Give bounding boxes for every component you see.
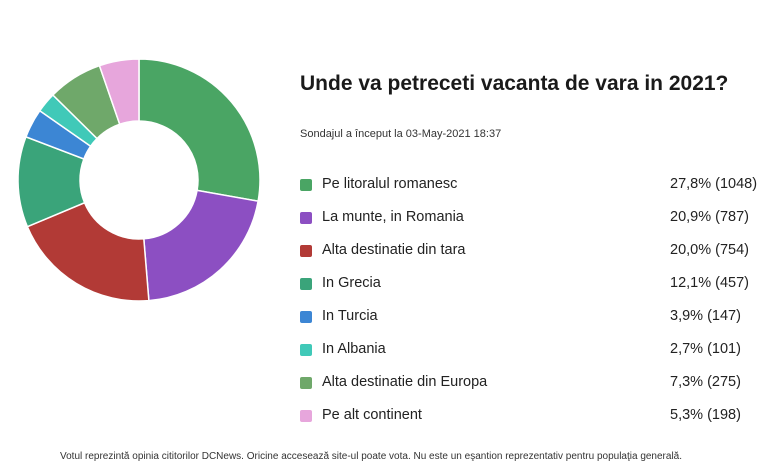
legend-swatch (300, 212, 312, 224)
legend-swatch (300, 377, 312, 389)
legend-item: In Albania 2,7% (101) (300, 337, 741, 370)
donut-slice (138, 58, 261, 203)
legend-swatch (300, 278, 312, 290)
legend-label: La munte, in Romania (322, 209, 464, 225)
legend: Pe litoralul romanesc 27,8% (1048) La munt… (300, 172, 757, 436)
legend-value: 2,7% (101) (670, 341, 741, 357)
donut-slice (98, 58, 140, 126)
legend-item: In Turcia 3,9% (147) (300, 304, 741, 337)
legend-value: 5,3% (198) (670, 407, 741, 423)
legend-item: Pe litoralul romanesc 27,8% (1048) (300, 172, 757, 205)
donut-slice (143, 189, 260, 302)
legend-item: In Grecia 12,1% (457) (300, 271, 749, 304)
legend-value: 20,9% (787) (670, 209, 749, 225)
chart-subtitle: Sondajul a început la 03-May-2021 18:37 (300, 128, 502, 140)
legend-value: 27,8% (1048) (670, 176, 758, 192)
legend-swatch (300, 344, 312, 356)
legend-label: In Turcia (322, 308, 378, 324)
legend-swatch (300, 179, 312, 191)
legend-label: Alta destinatie din tara (322, 242, 466, 258)
donut-slice (26, 201, 150, 302)
legend-label: In Grecia (322, 275, 381, 291)
legend-label: Alta destinatie din Europa (322, 374, 488, 390)
legend-item: Alta destinatie din Europa 7,3% (275) (300, 370, 741, 403)
legend-value: 20,0% (754) (670, 242, 749, 258)
legend-item: Pe alt continent 5,3% (198) (300, 403, 741, 436)
legend-value: 7,3% (275) (670, 374, 741, 390)
legend-value: 3,9% (147) (670, 308, 741, 324)
chart-title: Unde va petreceti vacanta de vara in 202… (300, 72, 729, 95)
legend-label: Pe alt continent (322, 407, 422, 423)
legend-item: La munte, in Romania 20,9% (787) (300, 205, 749, 238)
legend-swatch (300, 311, 312, 323)
legend-label: Pe litoralul romanesc (322, 176, 458, 192)
legend-label: In Albania (322, 341, 386, 357)
footer-note: Votul reprezintă opinia cititorilor DCNe… (60, 451, 683, 462)
legend-value: 12,1% (457) (670, 275, 749, 291)
legend-item: Alta destinatie din tara 20,0% (754) (300, 238, 749, 271)
legend-swatch (300, 410, 312, 422)
donut-chart (17, 58, 261, 302)
legend-swatch (300, 245, 312, 257)
